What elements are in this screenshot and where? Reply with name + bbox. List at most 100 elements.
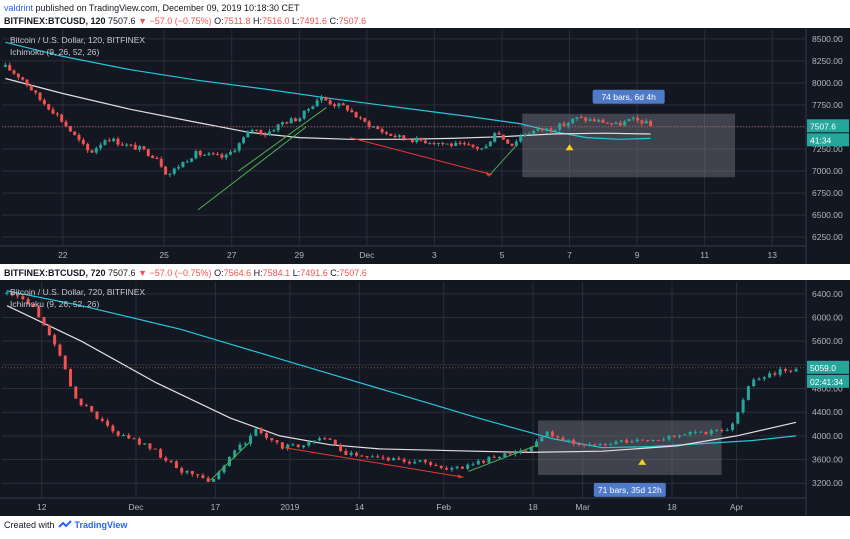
chart-svg-720: 6400.006000.005600.005200.004800.004400.… — [0, 280, 849, 516]
candle-body — [757, 378, 761, 380]
candle-body — [488, 141, 492, 147]
candle-body — [237, 143, 241, 151]
open-label-top: O: — [214, 16, 224, 26]
candle-body — [571, 118, 575, 123]
range-badge-label: 74 bars, 6d 4h — [601, 92, 656, 102]
candle-body — [53, 335, 57, 345]
candle-body — [627, 118, 631, 122]
candle-body — [138, 146, 142, 150]
y-tick-label: 7750.00 — [812, 100, 843, 110]
candle-body — [185, 471, 189, 473]
x-tick-label: 3 — [432, 250, 437, 260]
candle-body — [280, 442, 284, 449]
green-trend-line — [197, 126, 307, 211]
candle-body — [155, 157, 159, 159]
candle-body — [598, 444, 602, 446]
candle-body — [143, 443, 147, 445]
open-top: 7511.8 — [223, 16, 251, 26]
candle-body — [289, 118, 293, 124]
yellow-marker-icon — [565, 144, 574, 151]
candle-body — [196, 474, 200, 476]
candle-body — [584, 117, 588, 121]
y-tick-label: 5600.00 — [812, 336, 843, 346]
y-tick-label: 7000.00 — [812, 166, 843, 176]
candle-body — [79, 398, 83, 406]
candle-body — [201, 475, 205, 479]
candle-body — [783, 369, 787, 371]
candle-body — [651, 439, 655, 442]
candle-body — [222, 465, 226, 473]
chart-panel-120[interactable]: 8500.008250.008000.007750.007500.007250.… — [0, 28, 850, 264]
candle-body — [358, 117, 362, 119]
candle-body — [778, 369, 782, 375]
candle-body — [168, 173, 172, 175]
candle-body — [662, 439, 666, 441]
candle-body — [752, 379, 756, 387]
candle-body — [630, 441, 634, 443]
candle-body — [21, 296, 25, 300]
author-link[interactable]: valdrint — [4, 3, 34, 13]
candle-body — [29, 85, 33, 91]
candle-body — [100, 418, 104, 421]
low-label-bottom: L: — [292, 268, 301, 278]
candle-body — [640, 439, 644, 441]
candle-body — [609, 444, 613, 446]
candle-body — [363, 118, 367, 122]
candle-body — [249, 435, 253, 444]
candle-body — [333, 439, 337, 445]
candle-body — [492, 456, 496, 458]
candle-body — [762, 377, 766, 379]
candle-body — [142, 146, 146, 150]
candle-body — [475, 146, 479, 149]
chart-svg-120: 8500.008250.008000.007750.007500.007250.… — [0, 28, 849, 264]
candle-body — [354, 112, 358, 118]
y-tick-label: 6250.00 — [812, 232, 843, 242]
candle-body — [623, 121, 627, 126]
candle-body — [575, 117, 579, 119]
close-top: 7507.6 — [338, 16, 367, 26]
y-tick-label: 6400.00 — [812, 289, 843, 299]
candle-body — [220, 154, 224, 158]
candle-body — [229, 151, 233, 155]
change-bottom: −57.0 (−0.75%) — [149, 268, 212, 278]
candle-body — [243, 443, 247, 445]
candle-body — [8, 64, 12, 71]
chart-panel-720[interactable]: 6400.006000.005600.005200.004800.004400.… — [0, 280, 850, 516]
low-bottom: 7491.6 — [300, 268, 328, 278]
price-label-bg — [807, 360, 849, 374]
candle-body — [393, 135, 397, 138]
candle-body — [254, 428, 258, 436]
candle-body — [81, 139, 85, 144]
candle-body — [259, 129, 263, 135]
candle-body — [5, 292, 9, 294]
candle-body — [312, 440, 316, 443]
created-with-text: Created with — [4, 520, 55, 530]
candle-body — [31, 303, 35, 307]
tradingview-brand-link[interactable]: TradingView — [74, 520, 128, 530]
candle-body — [370, 456, 374, 458]
candle-body — [380, 129, 384, 133]
y-tick-label: 8500.00 — [812, 34, 843, 44]
candle-body — [413, 461, 417, 464]
candle-body — [371, 126, 375, 128]
candle-body — [111, 425, 115, 432]
candle-body — [646, 440, 650, 442]
candle-body — [672, 435, 676, 437]
candle-body — [169, 460, 173, 462]
candle-body — [181, 162, 185, 168]
candle-body — [125, 144, 129, 146]
candle-body — [185, 161, 189, 163]
high-bottom: 7584.1 — [262, 268, 291, 278]
candle-body — [683, 434, 687, 436]
x-tick-label: 13 — [767, 250, 777, 260]
y-tick-label: 6000.00 — [812, 313, 843, 323]
candle-body — [365, 456, 369, 458]
candle-body — [432, 143, 436, 145]
green-trend-line — [488, 146, 516, 177]
candle-body — [190, 471, 194, 475]
candle-body — [198, 151, 202, 156]
y-tick-label: 6750.00 — [812, 188, 843, 198]
candle-body — [116, 431, 120, 436]
candle-body — [285, 122, 289, 124]
last-price-bottom: 7507.6 — [108, 268, 136, 278]
